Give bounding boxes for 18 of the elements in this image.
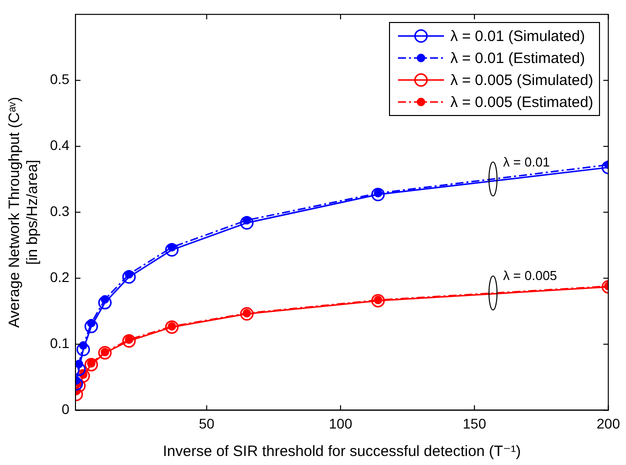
legend-label: λ = 0.01 (Simulated) [450, 28, 585, 45]
legend-label: λ = 0.01 (Estimated) [450, 50, 585, 67]
y-tick-label: 0.5 [50, 71, 70, 88]
y-tick-label: 0.2 [50, 269, 70, 286]
x-tick-label: 50 [198, 415, 215, 432]
y-axis-title: Average Network Throughput (Cᵃᵛ) [in bps/Hz/area] [6, 96, 42, 328]
legend-label: λ = 0.005 (Simulated) [450, 72, 594, 89]
x-axis-title: Inverse of SIR threshold for successful detection (T⁻¹) [162, 443, 521, 460]
y-tick-label: 0 [62, 401, 70, 418]
x-tick-label: 150 [462, 415, 486, 432]
y-tick-label: 0.3 [50, 203, 70, 220]
x-tick-label: 100 [328, 415, 352, 432]
legend-label: λ = 0.005 (Estimated) [450, 94, 594, 111]
y-tick-label: 0.4 [50, 137, 70, 154]
y-tick-label: 0.1 [50, 335, 70, 352]
x-tick-label: 200 [596, 415, 620, 432]
annotation: λ = 0.01 [503, 154, 550, 170]
annotation: λ = 0.005 [503, 268, 558, 283]
